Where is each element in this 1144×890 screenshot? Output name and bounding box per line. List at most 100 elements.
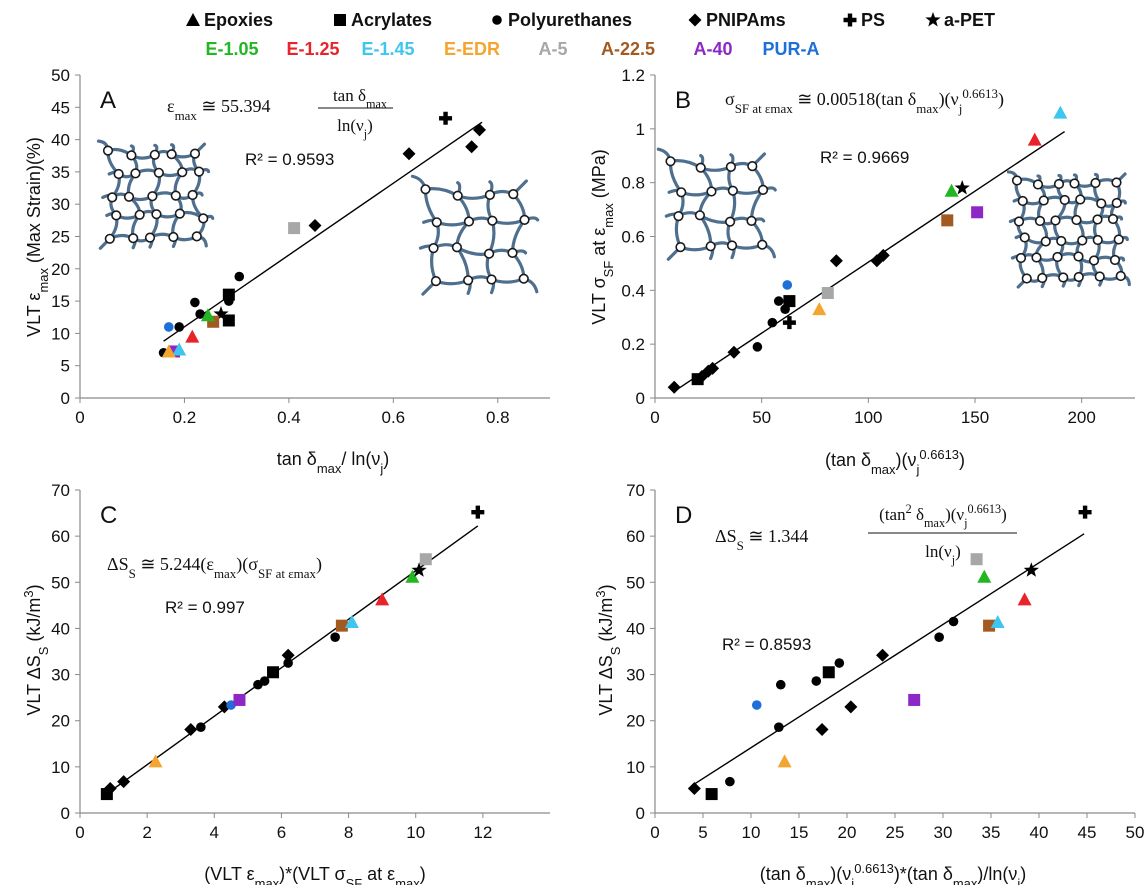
crosslink-node (129, 234, 138, 243)
crosslink-node (758, 240, 767, 249)
crosslink-node (1074, 252, 1083, 261)
y-tick-label: 0.2 (621, 335, 645, 354)
equation-numerator: tan δmax (333, 86, 387, 111)
data-point-diamond (830, 254, 843, 267)
r-squared: R² = 0.997 (165, 598, 245, 617)
crosslink-node (666, 157, 675, 166)
crosslink-node (112, 211, 121, 220)
x-axis-title: (VLT εmax)*(VLT σSF at εmax) (204, 864, 425, 885)
regression-equation: εmax ≅ 55.394 (167, 96, 270, 123)
y-tick-label: 60 (51, 527, 70, 546)
y-axis-title: VLT ΔSS (kJ/m3) (21, 584, 51, 715)
data-point-triangle (1028, 133, 1042, 146)
crosslink-node (131, 169, 140, 178)
data-point-square (223, 314, 235, 326)
crosslink-node (151, 151, 160, 160)
crosslink-node (104, 146, 113, 155)
legend-material-label: A-22.5 (601, 39, 655, 59)
equation-numerator: (tan2 δmax)(νj0.6613) (879, 502, 1007, 530)
y-tick-label: 1.2 (621, 66, 645, 85)
y-tick-label: 40 (51, 619, 70, 638)
x-tick-label: 4 (210, 823, 219, 842)
legend-material-label: A-40 (693, 39, 732, 59)
crosslink-node (432, 277, 441, 286)
data-point-square (941, 214, 953, 226)
crosslink-node (748, 162, 757, 171)
crosslink-node (707, 187, 716, 196)
data-point-square (706, 788, 718, 800)
crosslink-node (169, 233, 178, 242)
polymer-network-dense-icon (99, 141, 213, 248)
y-tick-label: 10 (51, 758, 70, 777)
data-point-circle (196, 722, 206, 732)
legend-marker-star (925, 12, 940, 26)
crosslink-node (1112, 178, 1121, 187)
legend-material-label: E-EDR (444, 39, 500, 59)
crosslink-node (487, 275, 496, 284)
data-point-triangle (149, 754, 163, 767)
legend-marker-circle (492, 15, 502, 25)
x-tick-label: 10 (742, 823, 761, 842)
crosslink-node (1041, 237, 1050, 246)
crosslink-node (1059, 273, 1068, 282)
data-point-circle (190, 298, 200, 308)
y-tick-label: 50 (51, 573, 70, 592)
data-point-square (908, 694, 920, 706)
crosslink-node (1032, 253, 1041, 262)
crosslink-node (148, 192, 157, 201)
x-tick-label: 15 (790, 823, 809, 842)
crosslink-node (1112, 199, 1121, 208)
crosslink-node (1053, 253, 1062, 262)
equation-denominator: ln(νj) (337, 116, 373, 141)
x-axis-title: (tan δmax)(νj0.6613)*(tan δmax)/ln(νj) (760, 861, 1026, 886)
y-tick-label: 0 (636, 804, 645, 823)
y-tick-label: 50 (51, 66, 70, 85)
crosslink-node (486, 191, 495, 200)
crosslink-node (1015, 217, 1024, 226)
panel-letter: A (100, 87, 116, 114)
legend-marker-triangle (186, 13, 200, 26)
legend-material-label: PUR-A (763, 39, 820, 59)
data-point-square (288, 222, 300, 234)
crosslink-node (1078, 236, 1087, 245)
legend-label: a-PET (944, 10, 995, 30)
data-point-star (955, 180, 970, 194)
data-point-diamond (727, 346, 740, 359)
crosslink-node (125, 193, 134, 202)
crosslink-node (108, 193, 117, 202)
y-tick-label: 20 (626, 712, 645, 731)
crosslink-node (1095, 272, 1104, 281)
y-tick-label: 70 (51, 481, 70, 500)
crosslink-node (1074, 273, 1083, 282)
y-tick-label: 15 (51, 292, 70, 311)
x-axis-title: tan δmax/ ln(νj) (277, 449, 389, 476)
crosslink-node (1018, 197, 1027, 206)
x-axis-title: (tan δmax)(νj0.6613) (825, 447, 965, 477)
data-point-circle (782, 280, 792, 290)
crosslink-node (727, 163, 736, 172)
y-tick-label: 25 (51, 228, 70, 247)
x-tick-label: 30 (934, 823, 953, 842)
data-point-diamond (816, 723, 829, 736)
x-tick-label: 50 (1126, 823, 1144, 842)
x-tick-label: 100 (854, 408, 882, 427)
y-tick-label: 5 (61, 357, 70, 376)
legend-material-label: E-1.05 (205, 39, 258, 59)
data-point-diamond (473, 123, 486, 136)
data-point-diamond (465, 140, 478, 153)
crosslink-node (1116, 272, 1125, 281)
crosslink-node (1057, 237, 1066, 246)
data-point-square (692, 373, 704, 385)
crosslink-node (106, 235, 115, 244)
crosslink-node (1090, 256, 1099, 265)
x-tick-label: 35 (982, 823, 1001, 842)
y-tick-label: 20 (51, 260, 70, 279)
crosslink-node (1076, 195, 1085, 204)
data-point-diamond (184, 723, 197, 736)
crosslink-node (677, 188, 686, 197)
data-point-diamond (668, 381, 681, 394)
crosslink-node (429, 244, 438, 253)
crosslink-node (508, 249, 517, 258)
data-point-cross (471, 506, 484, 519)
